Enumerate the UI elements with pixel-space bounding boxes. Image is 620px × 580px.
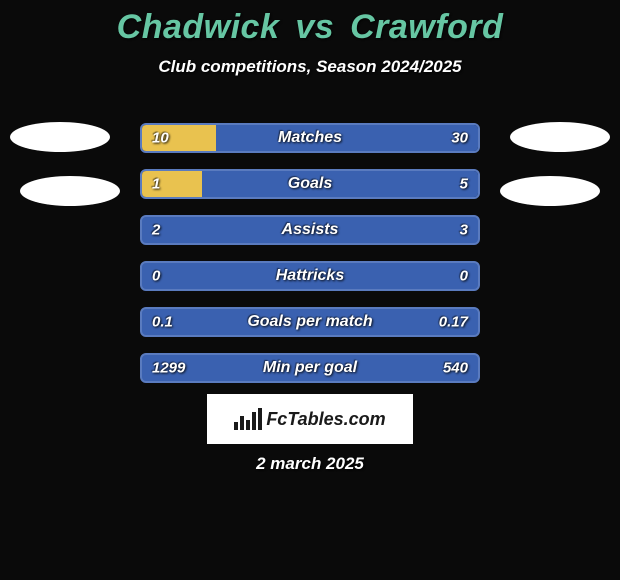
title: Chadwick vs Crawford — [0, 0, 620, 47]
stat-row: 2 3Assists — [140, 215, 480, 245]
stat-value-right: 540 — [443, 360, 468, 377]
player1-name: Chadwick — [117, 8, 280, 46]
stat-segment-right — [216, 125, 478, 151]
stat-value-left: 0.1 — [152, 314, 173, 331]
stat-row: 1299 540Min per goal — [140, 353, 480, 383]
brand-text: FcTables.com — [266, 409, 385, 430]
stat-value-right: 3 — [460, 222, 468, 239]
player2-club-badge — [510, 122, 610, 152]
stat-bars: 1030Matches15Goals23Assists00Hattricks0.… — [140, 123, 480, 399]
stat-value-right: 5 — [460, 176, 468, 193]
stat-label: Assists — [142, 221, 478, 239]
stat-value-right: 30 — [451, 130, 468, 147]
stat-label: Min per goal — [142, 359, 478, 377]
stat-value-left: 1 — [152, 176, 160, 193]
player1-nation-badge — [20, 176, 120, 206]
stat-value-left: 2 — [152, 222, 160, 239]
player2-name: Crawford — [350, 8, 503, 46]
stat-row: 15Goals — [140, 169, 480, 199]
comparison-card: Chadwick vs Crawford Club competitions, … — [0, 0, 620, 580]
stat-row: 0.1 0.17Goals per match — [140, 307, 480, 337]
stat-value-left: 10 — [152, 130, 169, 147]
stat-label: Hattricks — [142, 267, 478, 285]
brand-chart-icon — [234, 408, 260, 430]
brand-box: FcTables.com — [207, 394, 413, 444]
stat-value-left: 1299 — [152, 360, 185, 377]
stat-value-right: 0 — [460, 268, 468, 285]
player2-nation-badge — [500, 176, 600, 206]
subtitle: Club competitions, Season 2024/2025 — [0, 57, 620, 77]
stat-value-left: 0 — [152, 268, 160, 285]
stat-row: 1030Matches — [140, 123, 480, 153]
stat-row: 0 0Hattricks — [140, 261, 480, 291]
date-label: 2 march 2025 — [0, 454, 620, 474]
vs-label: vs — [295, 8, 334, 46]
stat-label: Goals per match — [142, 313, 478, 331]
player1-club-badge — [10, 122, 110, 152]
stat-value-right: 0.17 — [439, 314, 468, 331]
stat-segment-right — [202, 171, 478, 197]
